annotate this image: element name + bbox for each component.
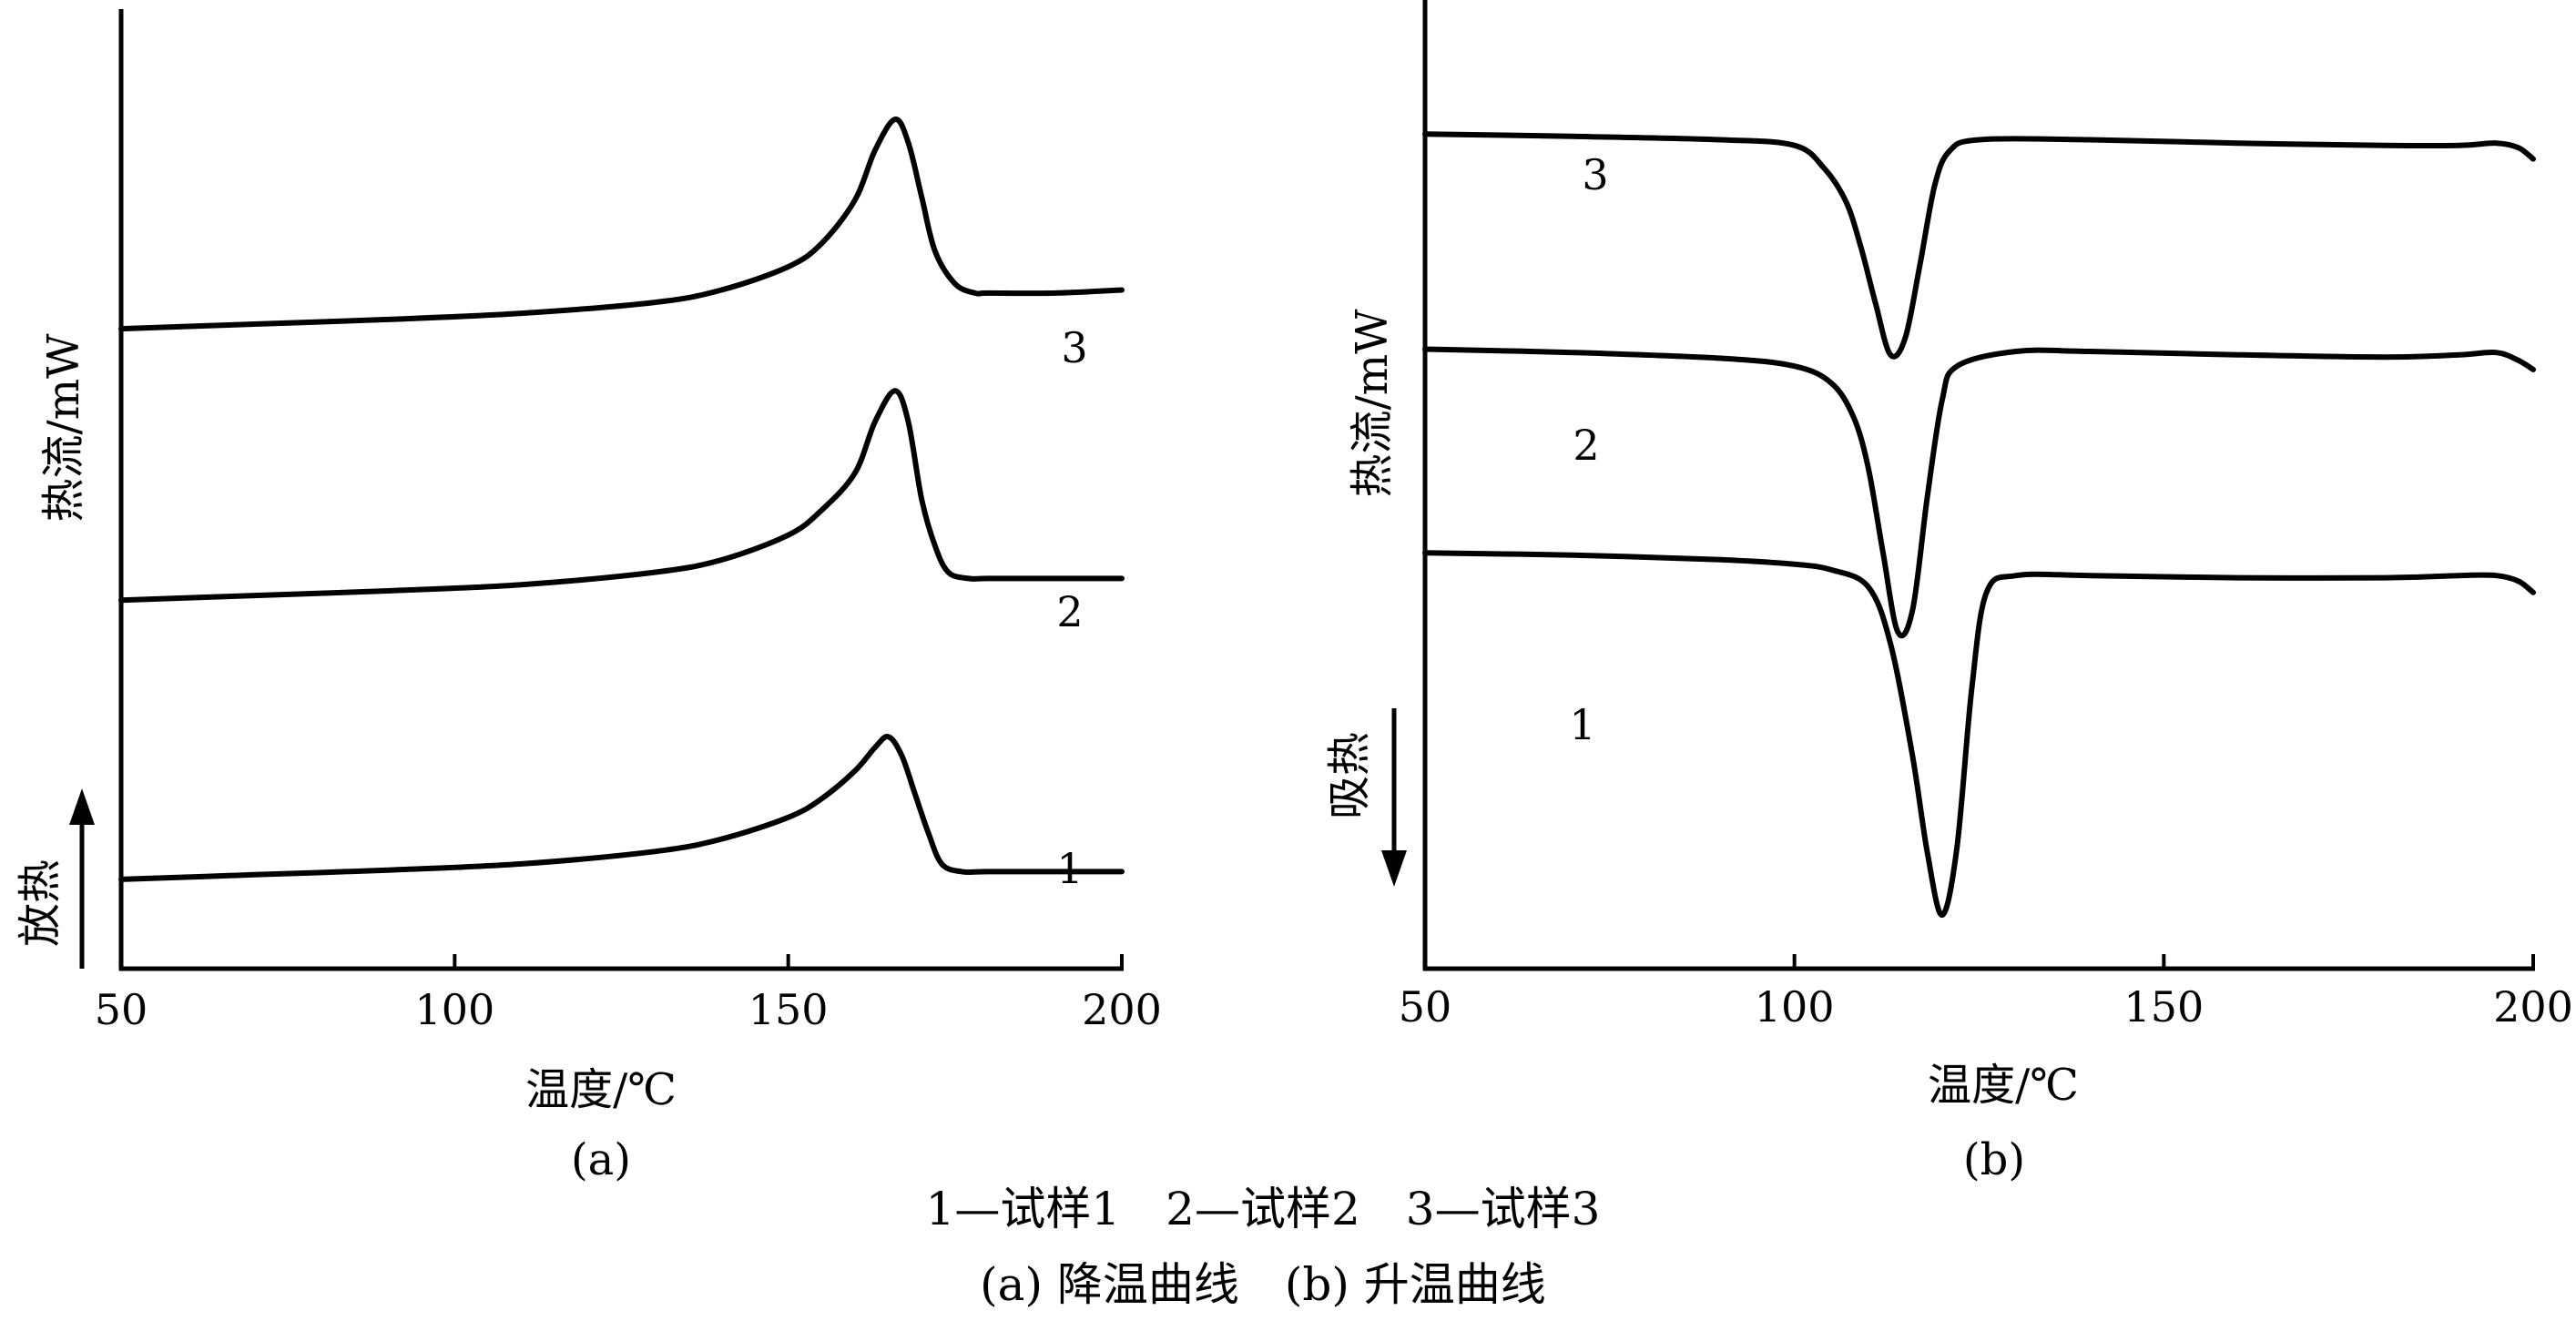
figure-legend: 1—试样1 2—试样2 3—试样3 [926, 1183, 1601, 1235]
chart-a-xtick-label: 200 [1082, 985, 1162, 1034]
chart-b-series-3-line [1422, 131, 2536, 360]
chart-b-xtick-label: 100 [1755, 982, 1835, 1031]
figure-caption: (a) 降温曲线 (b) 升温曲线 [980, 1258, 1546, 1311]
chart-a-xtick-label: 100 [414, 985, 494, 1034]
chart-a-ylabel: 热流/mW [38, 333, 89, 523]
chart-b-xtick-label: 50 [1399, 982, 1452, 1031]
chart-b-direction-arrow [1381, 708, 1407, 887]
chart-b-panel-label: (b) [1963, 1134, 2025, 1185]
chart-b-curves: 1 2 3 [1422, 131, 2536, 919]
chart-a-xticks: 50 100 150 200 [95, 954, 1162, 1034]
chart-b-ylabel: 热流/mW [1347, 309, 1398, 498]
chart-a: 50 100 150 200 1 2 3 温度/℃ 热流/mW 放热 (a) [15, 9, 1162, 1185]
chart-a-curves: 1 2 3 [118, 117, 1125, 893]
chart-a-xtick-label: 50 [95, 985, 148, 1034]
chart-a-axes [118, 9, 1124, 971]
chart-b-series-2-label: 2 [1573, 421, 1599, 470]
chart-a-xtick-label: 150 [748, 985, 829, 1034]
chart-b-series-3-label: 3 [1582, 150, 1608, 199]
chart-a-series-3-line [118, 117, 1125, 332]
chart-b-axes [1422, 0, 2535, 971]
chart-b-xtick-label: 150 [2123, 982, 2204, 1031]
chart-b-series-1-line [1422, 550, 2536, 919]
chart-a-direction-arrow [69, 788, 95, 969]
chart-b-xlabel: 温度/℃ [1928, 1060, 2079, 1111]
chart-b: 50 100 150 200 1 2 3 温度/℃ 热流/mW 吸热 (b) [1324, 0, 2573, 1185]
chart-b-series-1-label: 1 [1569, 700, 1595, 749]
chart-a-xlabel: 温度/℃ [525, 1064, 677, 1115]
chart-a-series-2-line [118, 388, 1125, 604]
chart-a-panel-label: (a) [571, 1134, 631, 1185]
chart-b-xticks: 50 100 150 200 [1399, 954, 2573, 1031]
chart-a-series-3-label: 3 [1061, 323, 1087, 372]
chart-a-direction-label: 放热 [15, 859, 66, 947]
chart-b-xtick-label: 200 [2493, 982, 2573, 1031]
chart-b-series-2-line [1422, 346, 2536, 639]
chart-a-series-1-line [118, 734, 1125, 882]
chart-a-series-2-label: 2 [1056, 587, 1083, 636]
chart-b-direction-label: 吸热 [1324, 732, 1375, 819]
chart-a-series-1-label: 1 [1056, 844, 1083, 893]
